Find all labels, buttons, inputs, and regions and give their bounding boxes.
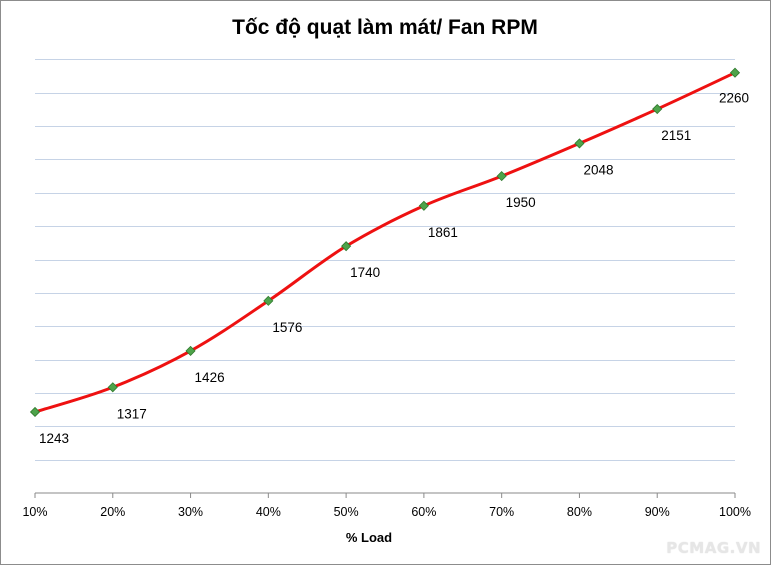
chart-title: Tốc độ quạt làm mát/ Fan RPM (232, 16, 538, 39)
data-label: 2048 (583, 162, 613, 177)
data-label: 1861 (428, 225, 458, 240)
series-line (33, 71, 737, 414)
data-point-marker (652, 103, 663, 115)
data-label: 2260 (719, 91, 749, 106)
x-tick-label: 60% (411, 505, 436, 519)
series-fan-rpm (29, 67, 741, 418)
x-tick-label: 20% (100, 505, 125, 519)
gridlines (35, 59, 735, 461)
data-point-marker (185, 345, 196, 356)
data-labels: 1243 1317 1426 1576 1740 1861 1950 2048 2151 2260 (39, 91, 749, 446)
x-tick-label: 70% (489, 505, 514, 519)
data-point-marker (341, 241, 352, 252)
x-tick-label: 30% (178, 505, 203, 519)
data-point-marker (574, 138, 585, 149)
x-tick-label: 90% (645, 505, 670, 519)
data-label: 1576 (272, 320, 302, 335)
x-tick-label: 50% (334, 505, 359, 519)
x-tick-label: 100% (719, 505, 751, 519)
data-point-marker (496, 171, 507, 182)
data-point-marker (263, 295, 274, 306)
data-label: 1317 (117, 406, 147, 421)
data-label: 2151 (661, 128, 691, 143)
x-tick-label: 40% (256, 505, 281, 519)
data-point-marker (107, 382, 118, 393)
data-label: 1950 (506, 195, 536, 210)
x-tick-label: 10% (22, 505, 47, 519)
x-tick-label: 80% (567, 505, 592, 519)
data-point-marker (418, 200, 429, 211)
data-label: 1243 (39, 431, 69, 446)
x-axis-ticks (34, 493, 736, 498)
data-point-marker (729, 67, 741, 78)
data-point-marker (29, 406, 41, 418)
x-axis-tick-labels: 10% 20% 30% 40% 50% 60% 70% 80% 90% 100% (22, 505, 751, 519)
data-label: 1426 (195, 370, 225, 385)
watermark-text: PCMAG.VN (666, 539, 761, 557)
x-axis-title: % Load (346, 530, 392, 545)
data-label: 1740 (350, 265, 380, 280)
